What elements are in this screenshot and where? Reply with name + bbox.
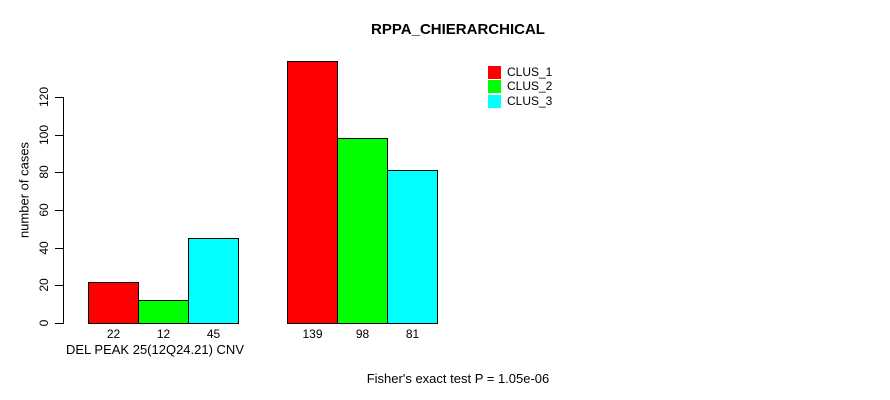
bar-value-label-clus_2-group-1: 12 <box>156 327 171 341</box>
y-axis-tick-label: 60 <box>37 203 51 217</box>
legend-swatch-clus_3 <box>488 94 501 108</box>
y-axis-tick-label: 100 <box>37 124 51 145</box>
y-axis-tick-label: 120 <box>37 86 51 107</box>
y-axis-line <box>63 96 64 324</box>
chart-title: RPPA_CHIERARCHICAL <box>371 21 545 38</box>
legend-label: CLUS_3 <box>507 93 553 108</box>
bar-value-label-clus_2-group-2: 98 <box>355 327 370 341</box>
legend-item-clus_2: CLUS_2 <box>488 80 552 94</box>
x-axis-label: DEL PEAK 25(12Q24.21) CNV <box>66 342 244 357</box>
bar-clus_1-group-1 <box>88 282 139 324</box>
bar-clus_2-group-1 <box>138 300 189 324</box>
legend-label: CLUS_2 <box>507 79 553 93</box>
legend-item-clus_1: CLUS_1 <box>488 65 552 79</box>
y-axis-tick-label: 20 <box>37 278 51 292</box>
y-axis-tick <box>55 96 63 98</box>
bar-value-label-clus_1-group-1: 22 <box>106 327 121 341</box>
y-axis-tick <box>55 172 63 174</box>
y-axis-tick <box>55 134 63 136</box>
bar-value-label-clus_3-group-1: 45 <box>206 327 221 341</box>
bar-value-label-clus_3-group-2: 81 <box>405 327 420 341</box>
y-axis-tick <box>55 247 63 249</box>
legend-swatch-clus_1 <box>488 65 501 79</box>
legend-swatch-clus_2 <box>488 80 501 93</box>
bar-clus_3-group-2 <box>387 170 438 324</box>
y-axis-tick-label: 0 <box>37 319 51 327</box>
bar-value-label-clus_1-group-2: 139 <box>302 327 323 341</box>
fisher-test-annotation: Fisher's exact test P = 1.05e-06 <box>366 371 550 386</box>
legend-label: CLUS_1 <box>507 64 553 79</box>
legend-item-clus_3: CLUS_3 <box>488 94 552 108</box>
bar-clus_3-group-1 <box>188 238 239 324</box>
bar-clus_2-group-2 <box>337 138 388 324</box>
bar-clus_1-group-2 <box>287 61 338 324</box>
y-axis-tick <box>55 323 63 324</box>
y-axis-tick-label: 40 <box>37 240 51 255</box>
y-axis-tick <box>55 209 63 211</box>
y-axis-label: number of cases <box>16 141 32 239</box>
y-axis-tick <box>55 285 63 287</box>
y-axis-tick-label: 80 <box>37 165 51 179</box>
